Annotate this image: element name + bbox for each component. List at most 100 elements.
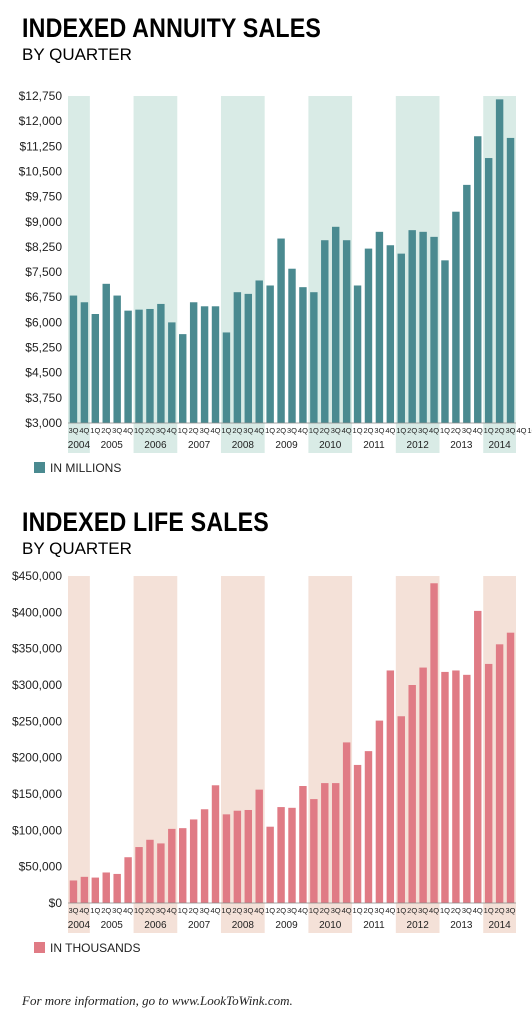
annuity-quarter-label: 3Q — [287, 426, 297, 435]
life-quarter-label: 1Q — [134, 906, 144, 915]
annuity-bar — [189, 302, 198, 423]
annuity-quarter-label: 1Q — [396, 426, 406, 435]
life-legend-swatch — [34, 942, 45, 953]
annuity-quarter-label: 4Q — [79, 426, 89, 435]
life-quarter-label: 3Q — [68, 906, 78, 915]
annuity-quarter-label: 1Q — [134, 426, 144, 435]
life-year-label: 2008 — [232, 920, 255, 931]
life-quarter-label: 1Q — [265, 906, 275, 915]
life-quarter-label: 3Q — [506, 906, 516, 915]
annuity-bar — [179, 334, 187, 423]
life-year-label: 2012 — [407, 920, 430, 931]
life-bar — [441, 671, 449, 903]
life-bar — [91, 877, 100, 903]
annuity-bar — [310, 292, 318, 423]
annuity-bar — [430, 236, 438, 423]
life-bar — [310, 799, 318, 903]
life-year-label: 2007 — [188, 920, 211, 931]
annuity-quarter-label: 2Q — [145, 426, 155, 435]
life-year-label: 2013 — [450, 920, 473, 931]
life-y-tick-label: $400,000 — [12, 605, 62, 619]
life-quarter-label: 4Q — [473, 906, 483, 915]
annuity-quarter-label: 1Q — [527, 426, 532, 435]
annuity-bar — [135, 309, 143, 423]
life-quarter-label: 1Q — [309, 906, 319, 915]
life-quarter-label: 1Q — [221, 906, 231, 915]
life-quarter-label: 3Q — [200, 906, 210, 915]
life-bar — [102, 872, 110, 903]
life-bar — [495, 644, 504, 903]
annuity-bar — [321, 240, 329, 423]
annuity-quarter-label: 1Q — [440, 426, 450, 435]
life-bar — [397, 716, 405, 903]
life-quarter-label: 2Q — [451, 906, 461, 915]
annuity-quarter-label: 4Q — [298, 426, 308, 435]
annuity-y-tick-label: $9,000 — [25, 215, 62, 229]
annuity-quarter-label: 2Q — [189, 426, 199, 435]
life-quarter-label: 3Q — [418, 906, 428, 915]
annuity-bar — [233, 292, 242, 423]
life-bar — [233, 810, 242, 903]
life-quarter-label: 1Q — [90, 906, 100, 915]
annuity-legend-swatch — [34, 462, 45, 473]
life-y-tick-label: $350,000 — [12, 642, 62, 656]
annuity-bar — [299, 287, 307, 423]
annuity-bar — [441, 260, 449, 423]
annuity-y-tick-label: $9,750 — [25, 190, 62, 204]
annuity-bar — [495, 99, 504, 423]
life-quarter-label: 4Q — [79, 906, 89, 915]
annuity-quarter-label: 1Q — [265, 426, 275, 435]
annuity-bar — [463, 184, 471, 423]
annuity-y-tick-label: $11,250 — [20, 139, 63, 153]
annuity-bar — [331, 226, 340, 423]
life-chart-subtitle: BY QUARTER — [22, 539, 132, 558]
annuity-y-tick-label: $12,000 — [19, 114, 63, 128]
life-bar — [484, 663, 493, 903]
life-quarter-label: 4Q — [254, 906, 264, 915]
life-bar — [321, 783, 329, 903]
annuity-quarter-label: 2Q — [276, 426, 286, 435]
annuity-quarter-label: 4Q — [254, 426, 264, 435]
annuity-bar — [168, 322, 176, 423]
annuity-bar — [211, 306, 220, 423]
annuity-chart-title: INDEXED ANNUITY SALES — [22, 13, 322, 43]
life-quarter-label: 4Q — [298, 906, 308, 915]
life-y-tick-label: $250,000 — [12, 714, 62, 728]
life-bar — [506, 632, 515, 903]
annuity-year-label: 2009 — [275, 440, 298, 451]
life-bar — [168, 828, 176, 903]
annuity-quarter-label: 2Q — [101, 426, 111, 435]
annuity-quarter-label: 3Q — [462, 426, 472, 435]
life-bar — [69, 880, 78, 903]
life-quarter-label: 2Q — [232, 906, 242, 915]
annuity-bar — [364, 248, 373, 423]
life-quarter-label: 2Q — [363, 906, 373, 915]
annuity-quarter-label: 1Q — [309, 426, 319, 435]
annuity-bar — [506, 137, 515, 423]
life-bar — [386, 670, 395, 903]
life-bar — [353, 764, 362, 903]
annuity-quarter-label: 1Q — [221, 426, 231, 435]
annuity-y-tick-label: $6,000 — [25, 315, 62, 329]
annuity-bar — [102, 283, 110, 423]
life-year-label: 2009 — [275, 920, 298, 931]
annuity-quarter-label: 4Q — [123, 426, 133, 435]
life-quarter-label: 2Q — [145, 906, 155, 915]
annuity-year-label: 2004 — [68, 440, 91, 451]
annuity-bar — [353, 285, 362, 423]
life-bar — [430, 583, 438, 903]
life-year-label: 2006 — [144, 920, 167, 931]
annuity-y-tick-label: $6,750 — [25, 290, 62, 304]
life-quarter-label: 3Q — [112, 906, 122, 915]
life-bar — [255, 789, 263, 903]
annuity-bar — [419, 231, 427, 423]
annuity-quarter-label: 3Q — [156, 426, 166, 435]
annuity-quarter-label: 3Q — [331, 426, 341, 435]
life-year-label: 2004 — [68, 920, 91, 931]
life-quarter-label: 2Q — [189, 906, 199, 915]
life-year-label: 2005 — [101, 920, 124, 931]
annuity-y-tick-label: $4,500 — [25, 366, 62, 380]
life-bar — [463, 674, 471, 903]
life-y-tick-label: $50,000 — [19, 860, 63, 874]
life-bar — [244, 809, 253, 903]
